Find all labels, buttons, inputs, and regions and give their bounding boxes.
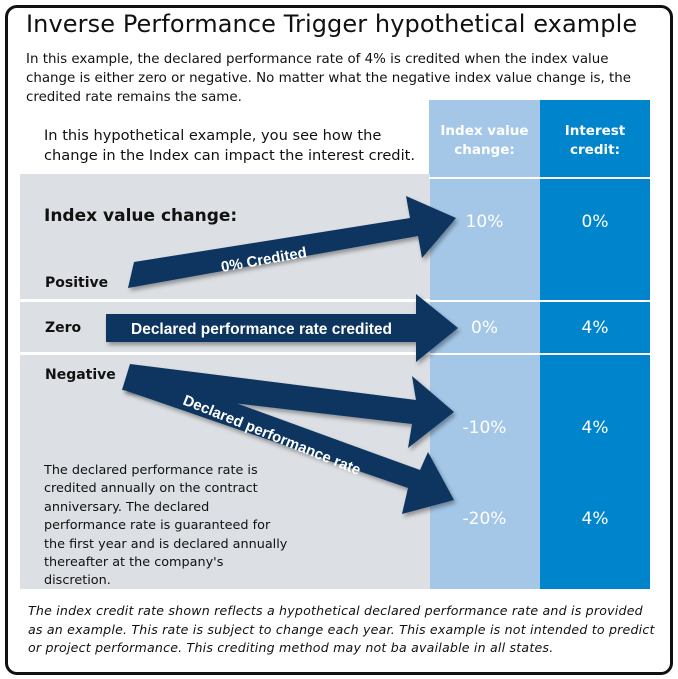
row-divider-zero: [20, 352, 430, 355]
index-value-column: [429, 100, 540, 589]
column-divider-top: [429, 177, 650, 179]
interest-credit-column: [540, 100, 650, 589]
index-cell-negative-10: -10%: [462, 418, 507, 438]
negative-arrow-lower: [124, 366, 454, 514]
disclaimer-footer: The index credit rate shown reflects a h…: [28, 603, 655, 656]
row-divider-positive: [20, 299, 430, 302]
row-label-negative: Negative: [45, 367, 116, 383]
index-cell-zero: 0%: [471, 318, 498, 338]
interest-cell-positive: 0%: [581, 212, 609, 232]
index-column-header: Index value change:: [440, 123, 529, 158]
intro-text: In this example, the declared performanc…: [26, 52, 632, 105]
negative-arrow-upper: [122, 364, 454, 448]
interest-cell-negative-20: 4%: [581, 509, 609, 529]
zero-arrow: [106, 294, 458, 362]
positive-arrow: [128, 196, 456, 288]
lead-text: In this hypothetical example, you see ho…: [44, 127, 415, 164]
index-cell-negative-20: -20%: [462, 509, 507, 529]
interest-cell-negative-10: 4%: [581, 418, 609, 438]
interest-cell-zero: 4%: [581, 318, 609, 338]
zero-arrow-label: Declared performance rate credited: [131, 321, 392, 338]
row-label-zero: Zero: [45, 320, 82, 336]
index-value-change-heading: Index value change:: [44, 206, 238, 226]
row-label-positive: Positive: [45, 275, 109, 291]
page-title: Inverse Performance Trigger hypothetical…: [26, 10, 638, 38]
declared-rate-note: The declared performance rate is credite…: [44, 463, 288, 589]
column-divider-zero: [429, 353, 650, 355]
column-divider-positive: [429, 300, 650, 302]
interest-column-header: Interest credit:: [564, 123, 626, 158]
index-cell-positive: 10%: [465, 212, 504, 232]
